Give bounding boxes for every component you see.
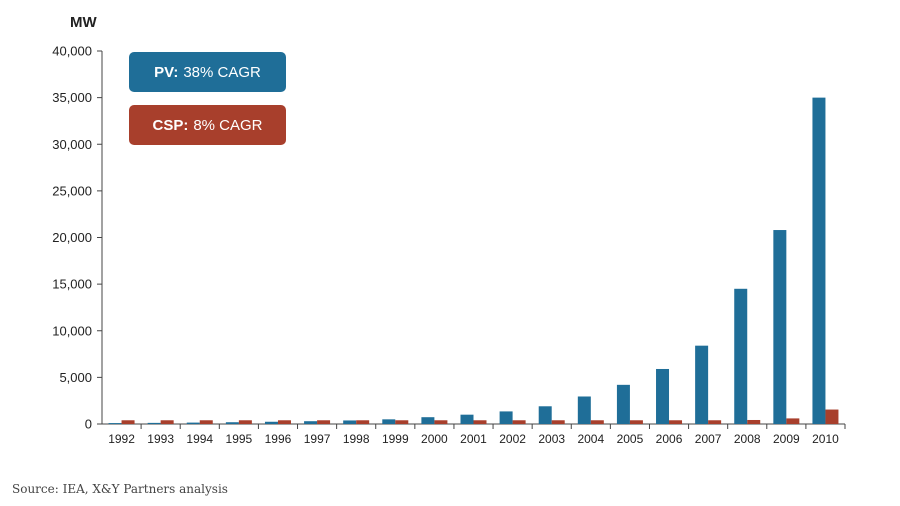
bar-csp-1996 bbox=[277, 420, 291, 424]
x-tick-label: 1995 bbox=[226, 432, 253, 446]
bar-csp-2000 bbox=[434, 420, 448, 424]
x-tick-label: 1996 bbox=[265, 432, 292, 446]
bar-pv-2006 bbox=[656, 368, 670, 424]
bar-pv-2005 bbox=[616, 384, 630, 424]
bar-csp-1995 bbox=[238, 420, 252, 424]
bar-pv-2002 bbox=[499, 411, 513, 424]
bar-csp-2003 bbox=[551, 420, 565, 424]
bar-csp-1999 bbox=[395, 420, 409, 424]
x-tick-label: 2010 bbox=[812, 432, 839, 446]
y-tick-label: 30,000 bbox=[52, 137, 92, 152]
bar-csp-1998 bbox=[356, 420, 370, 424]
bar-csp-1997 bbox=[317, 420, 331, 424]
x-tick-label: 1992 bbox=[108, 432, 135, 446]
bar-pv-2008 bbox=[734, 288, 748, 424]
legend-csp: CSP: 8% CAGR bbox=[129, 105, 286, 145]
legend-csp-text: 8% CAGR bbox=[193, 116, 263, 134]
y-tick-label: 20,000 bbox=[52, 230, 92, 245]
legend-pv: PV: 38% CAGR bbox=[129, 52, 286, 92]
x-tick-label: 2002 bbox=[499, 432, 526, 446]
bar-csp-2009 bbox=[786, 418, 800, 424]
bar-pv-2003 bbox=[538, 406, 552, 424]
x-tick-label: 2001 bbox=[460, 432, 487, 446]
x-tick-label: 2000 bbox=[421, 432, 448, 446]
legend-pv-label: PV: bbox=[154, 63, 179, 81]
bar-pv-1996 bbox=[264, 421, 278, 424]
bar-pv-2009 bbox=[773, 230, 787, 424]
bar-pv-1997 bbox=[304, 421, 318, 424]
bar-pv-1992 bbox=[108, 423, 122, 424]
y-tick-label: 35,000 bbox=[52, 90, 92, 105]
bar-pv-2007 bbox=[695, 345, 709, 424]
x-tick-label: 1999 bbox=[382, 432, 409, 446]
bar-csp-1993 bbox=[160, 420, 174, 424]
x-tick-label: 1997 bbox=[304, 432, 331, 446]
y-tick-label: 5,000 bbox=[59, 370, 92, 385]
x-tick-label: 2009 bbox=[773, 432, 800, 446]
x-tick-label: 2008 bbox=[734, 432, 761, 446]
x-tick-label: 1998 bbox=[343, 432, 370, 446]
legend-pv-text: 38% CAGR bbox=[183, 63, 261, 81]
x-tick-label: 1993 bbox=[147, 432, 174, 446]
x-tick-label: 1994 bbox=[186, 432, 213, 446]
y-tick-label: 0 bbox=[85, 417, 92, 432]
x-tick-label: 2005 bbox=[617, 432, 644, 446]
bar-pv-1994 bbox=[186, 422, 200, 424]
y-axis-unit-label: MW bbox=[70, 14, 97, 31]
legend-csp-label: CSP: bbox=[152, 116, 189, 134]
bar-pv-1995 bbox=[225, 422, 239, 424]
bar-csp-2004 bbox=[590, 420, 604, 424]
bar-csp-2005 bbox=[629, 420, 643, 424]
bar-pv-2001 bbox=[460, 414, 474, 424]
bar-csp-2010 bbox=[825, 409, 839, 424]
y-tick-label: 15,000 bbox=[52, 277, 92, 292]
bar-pv-1999 bbox=[382, 419, 396, 424]
bar-pv-2010 bbox=[812, 97, 826, 424]
bar-csp-2008 bbox=[747, 419, 761, 424]
x-tick-label: 2006 bbox=[656, 432, 683, 446]
x-tick-label: 2007 bbox=[695, 432, 722, 446]
bar-pv-1998 bbox=[343, 420, 357, 424]
bar-csp-2006 bbox=[669, 420, 683, 424]
bar-csp-2002 bbox=[512, 420, 526, 424]
bar-csp-1994 bbox=[199, 420, 213, 424]
y-tick-label: 40,000 bbox=[52, 44, 92, 59]
y-tick-label: 25,000 bbox=[52, 183, 92, 198]
bar-csp-2007 bbox=[708, 420, 722, 424]
bar-pv-2004 bbox=[577, 396, 591, 424]
bar-csp-1992 bbox=[121, 420, 135, 424]
bar-csp-2001 bbox=[473, 420, 487, 424]
y-tick-label: 10,000 bbox=[52, 323, 92, 338]
bar-pv-2000 bbox=[421, 417, 435, 424]
bar-pv-1993 bbox=[147, 422, 161, 424]
x-tick-label: 2004 bbox=[577, 432, 604, 446]
source-note: Source: IEA, X&Y Partners analysis bbox=[12, 482, 228, 496]
x-tick-label: 2003 bbox=[538, 432, 565, 446]
